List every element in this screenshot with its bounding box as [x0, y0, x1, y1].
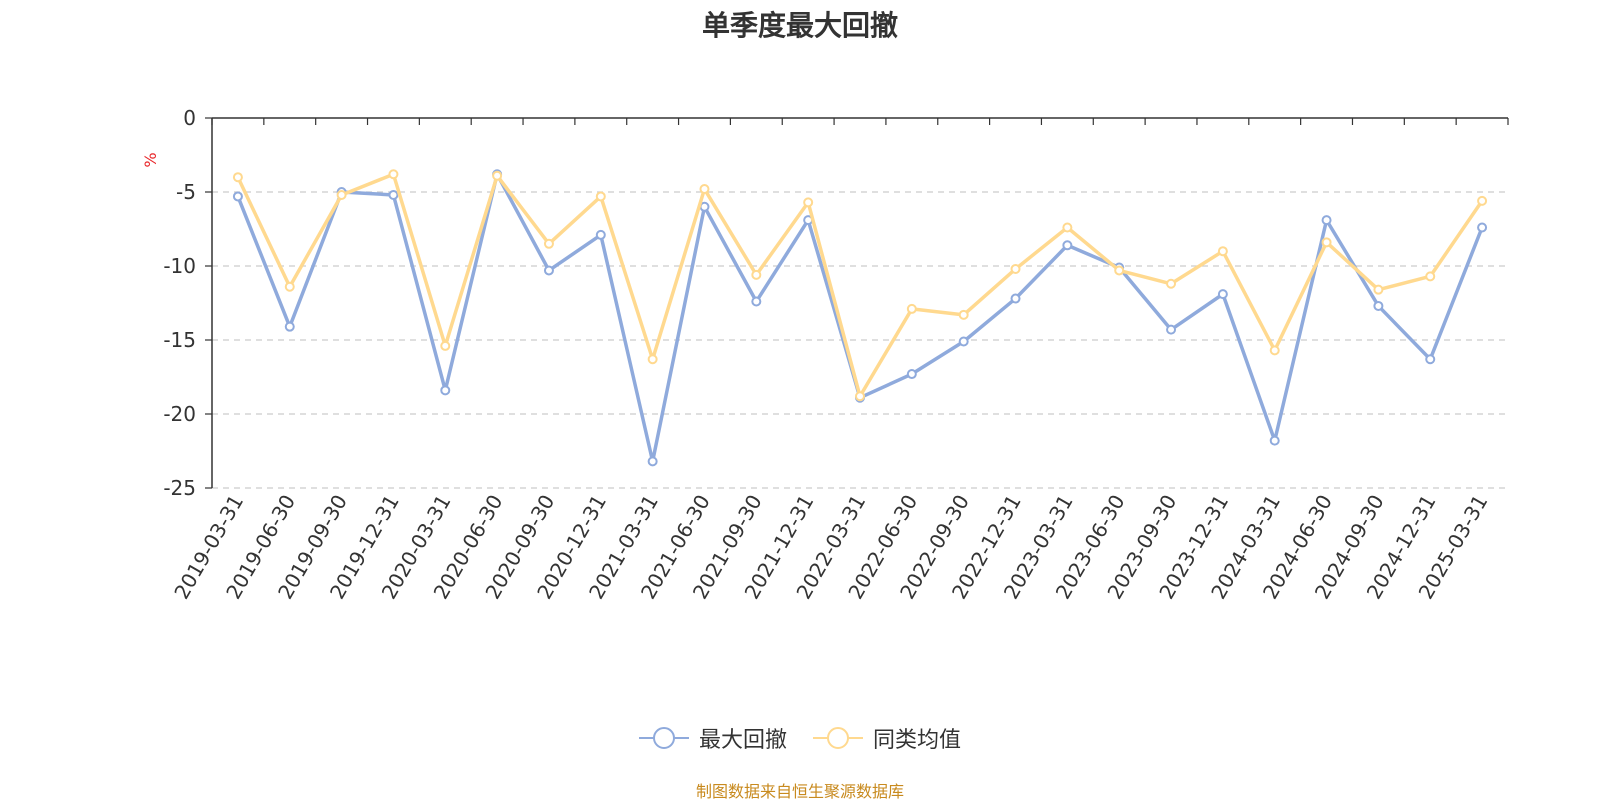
data-point — [595, 229, 606, 240]
y-tick-label: 0 — [183, 106, 196, 130]
data-point — [388, 189, 399, 200]
series-line — [236, 172, 1484, 398]
grid-lines — [212, 191, 1508, 489]
data-point — [1477, 222, 1488, 233]
data-point — [1010, 293, 1021, 304]
data-point — [232, 191, 243, 202]
y-axis-unit-label: % — [141, 152, 160, 167]
y-tick-label: -20 — [163, 402, 196, 426]
data-point — [1269, 345, 1280, 356]
y-tick-label: -25 — [163, 476, 196, 500]
data-point — [1269, 435, 1280, 446]
axes: 0-5-10-15-20-252019-03-312019-06-302019-… — [163, 106, 1509, 603]
data-point — [1321, 215, 1332, 226]
data-point — [336, 189, 347, 200]
legend-item[interactable]: 同类均值 — [813, 722, 961, 754]
data-point — [232, 172, 243, 183]
data-point — [1373, 284, 1384, 295]
data-point — [803, 197, 814, 208]
series-lines — [232, 169, 1488, 467]
data-point — [440, 385, 451, 396]
data-point — [751, 296, 762, 307]
data-source-note: 制图数据来自恒生聚源数据库 — [695, 782, 904, 801]
data-point — [388, 169, 399, 180]
series-1 — [232, 169, 1488, 467]
data-point — [1114, 265, 1125, 276]
data-point — [1217, 289, 1228, 300]
data-point — [595, 191, 606, 202]
data-point — [1321, 237, 1332, 248]
legend-item[interactable]: 最大回撤 — [638, 722, 787, 754]
y-tick-label: -10 — [163, 254, 196, 278]
data-point — [1425, 271, 1436, 282]
data-point — [958, 309, 969, 320]
data-point — [1010, 263, 1021, 274]
data-point — [958, 336, 969, 347]
data-point — [1477, 195, 1488, 206]
legend-label: 同类均值 — [873, 728, 962, 753]
data-point — [492, 170, 503, 181]
series-2 — [232, 169, 1488, 402]
y-tick-label: -15 — [163, 328, 196, 352]
data-point — [1062, 240, 1073, 251]
data-point — [906, 303, 917, 314]
data-point — [543, 238, 554, 249]
data-point — [1062, 222, 1073, 233]
data-point — [543, 265, 554, 276]
data-point — [284, 321, 295, 332]
data-point — [1217, 246, 1228, 257]
data-point — [906, 369, 917, 380]
data-point — [440, 340, 451, 351]
data-point — [1425, 354, 1436, 365]
data-point — [855, 391, 865, 402]
series-line — [236, 172, 1484, 464]
data-point — [647, 456, 658, 467]
legend-swatch-icon — [813, 727, 863, 749]
y-tick-label: -5 — [176, 180, 196, 204]
data-point — [1373, 300, 1384, 311]
data-point — [284, 281, 295, 292]
legend-label: 最大回撤 — [698, 728, 787, 753]
data-point — [647, 354, 658, 365]
data-point — [1166, 324, 1177, 335]
chart-title: 单季度最大回撤 — [701, 9, 898, 42]
data-point — [751, 269, 762, 280]
legend: 最大回撤 同类均值 — [0, 722, 1600, 754]
legend-swatch-icon — [638, 727, 689, 749]
data-point — [1166, 278, 1177, 289]
data-point — [699, 184, 710, 195]
